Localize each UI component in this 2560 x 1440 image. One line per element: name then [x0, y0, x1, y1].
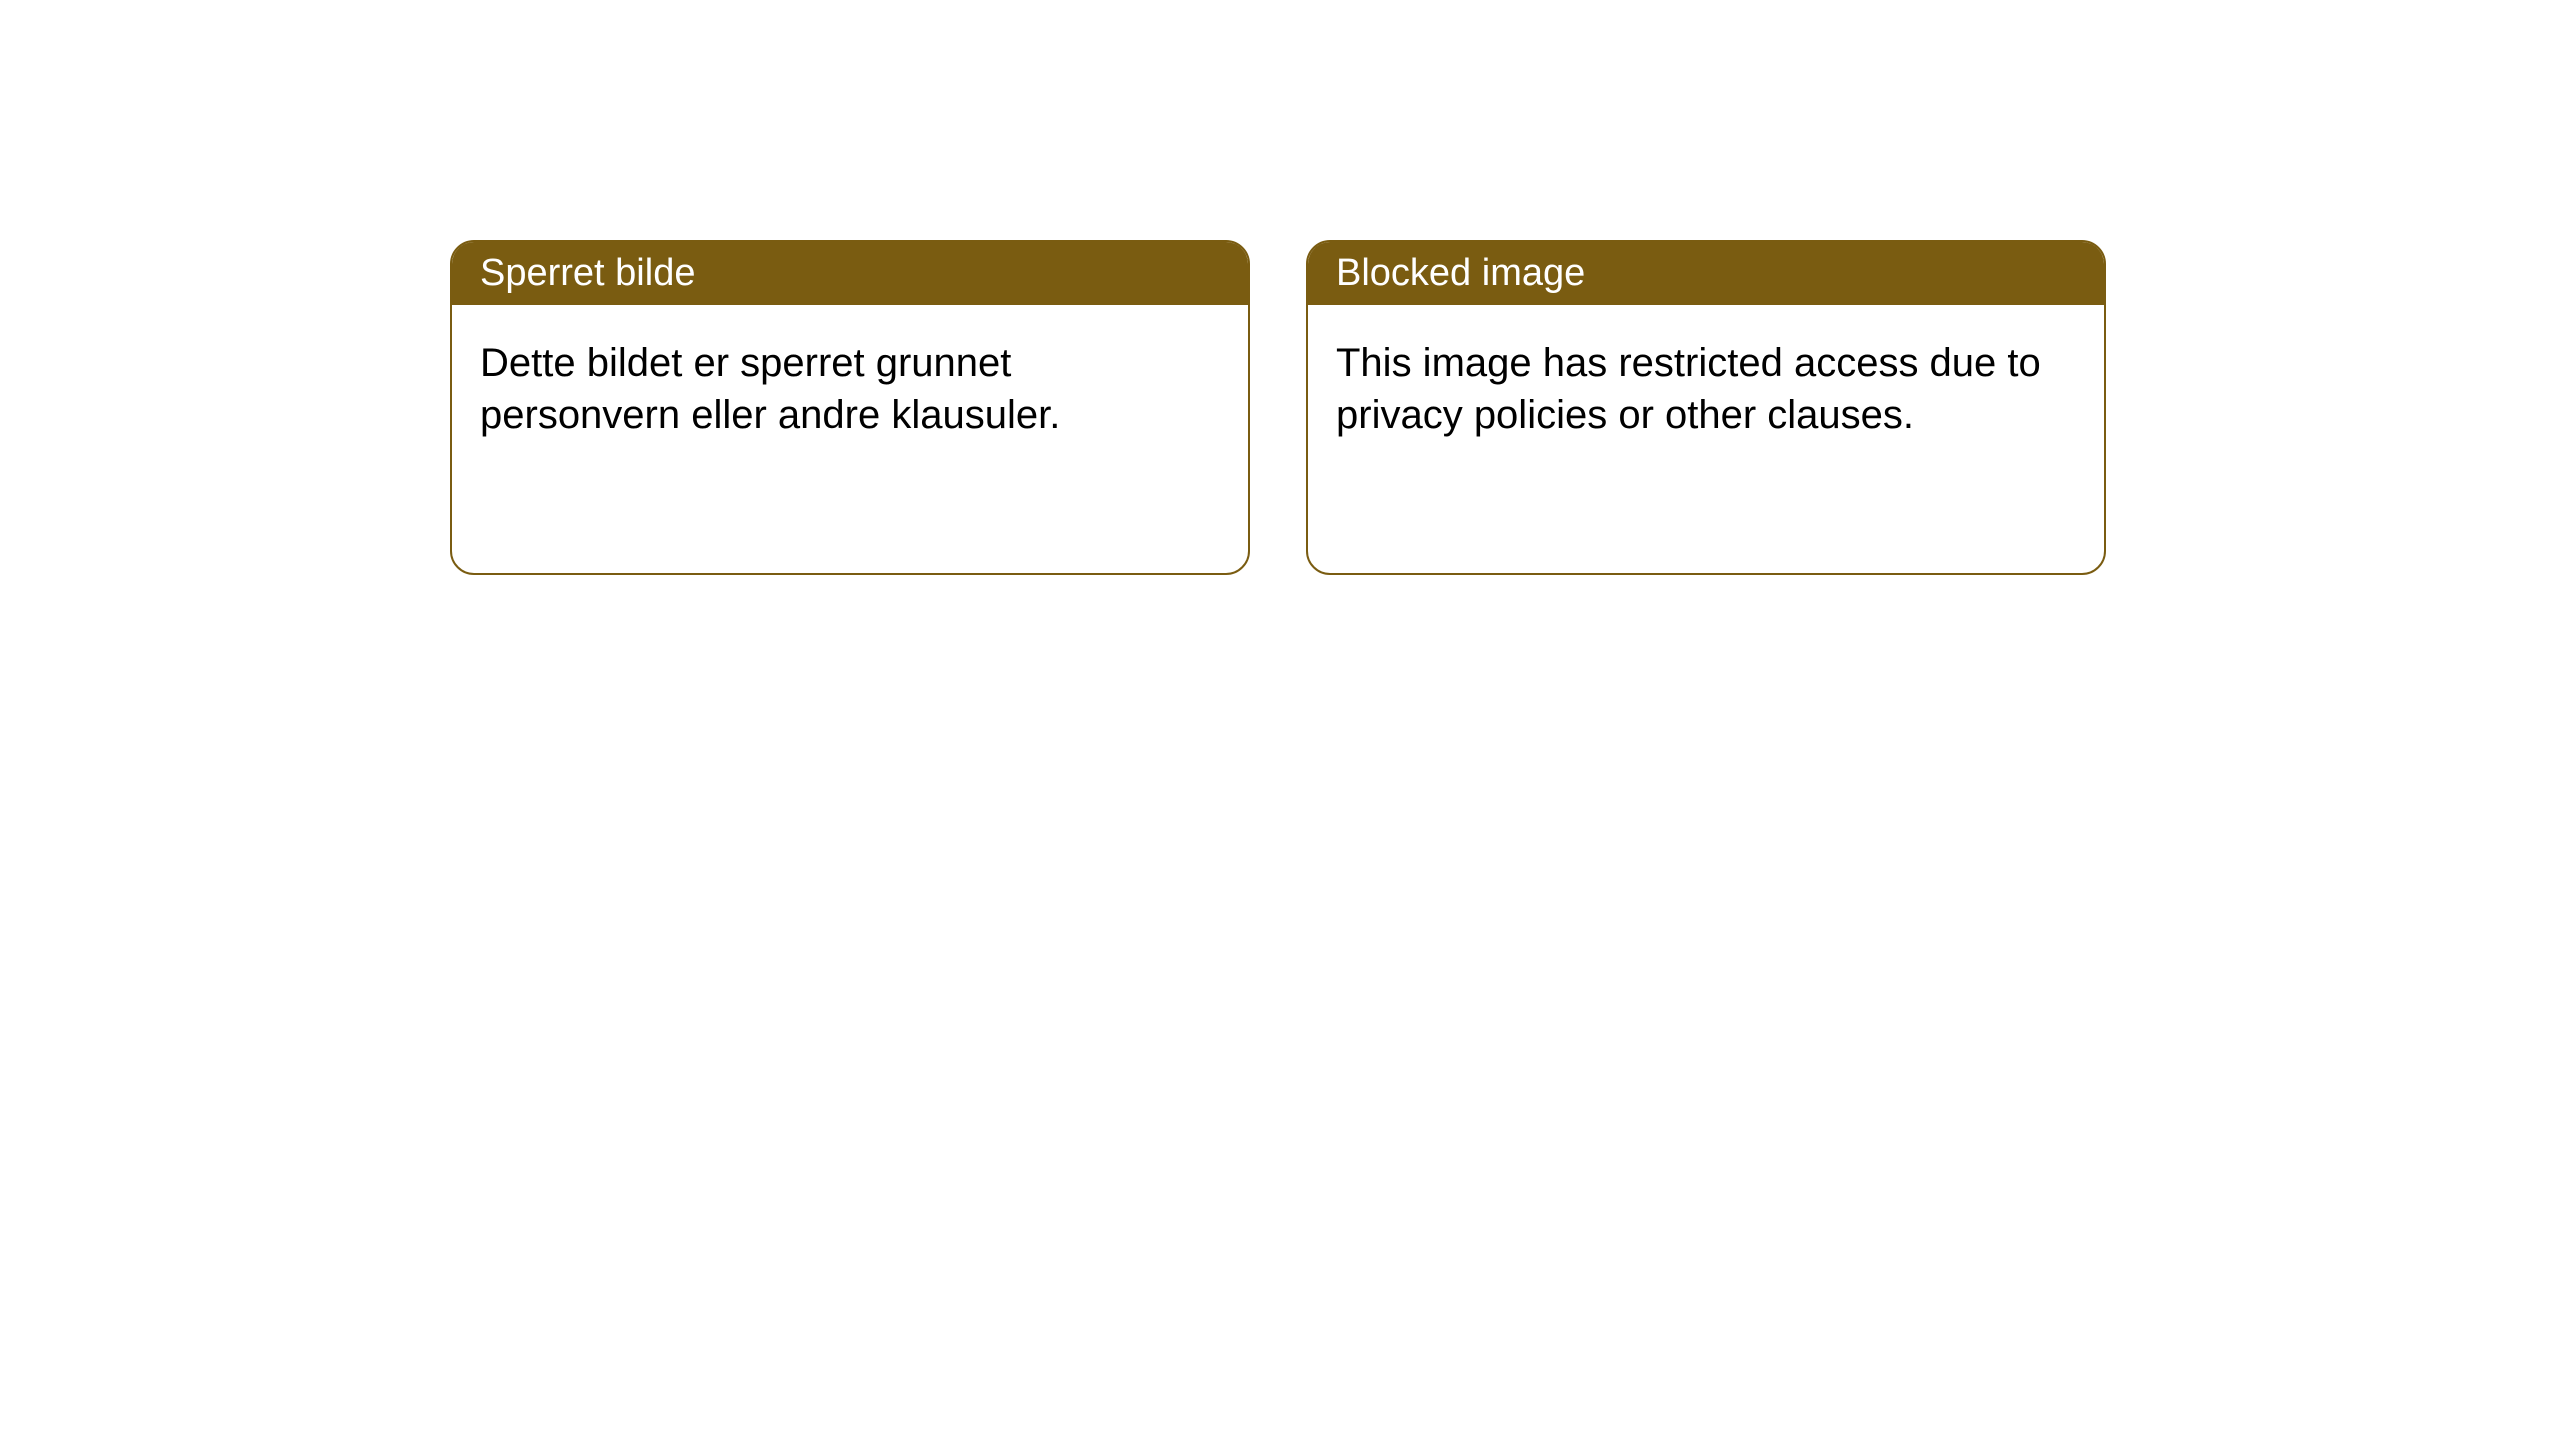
card-header-text: Blocked image [1336, 252, 1585, 294]
card-header-text: Sperret bilde [480, 252, 695, 294]
card-body-text: This image has restricted access due to … [1336, 341, 2041, 437]
card-header: Blocked image [1308, 242, 2104, 305]
card-body: Dette bildet er sperret grunnet personve… [452, 305, 1248, 473]
notice-container: Sperret bilde Dette bildet er sperret gr… [450, 240, 2106, 575]
notice-card-english: Blocked image This image has restricted … [1306, 240, 2106, 575]
card-body: This image has restricted access due to … [1308, 305, 2104, 473]
card-header: Sperret bilde [452, 242, 1248, 305]
notice-card-norwegian: Sperret bilde Dette bildet er sperret gr… [450, 240, 1250, 575]
card-body-text: Dette bildet er sperret grunnet personve… [480, 341, 1060, 437]
